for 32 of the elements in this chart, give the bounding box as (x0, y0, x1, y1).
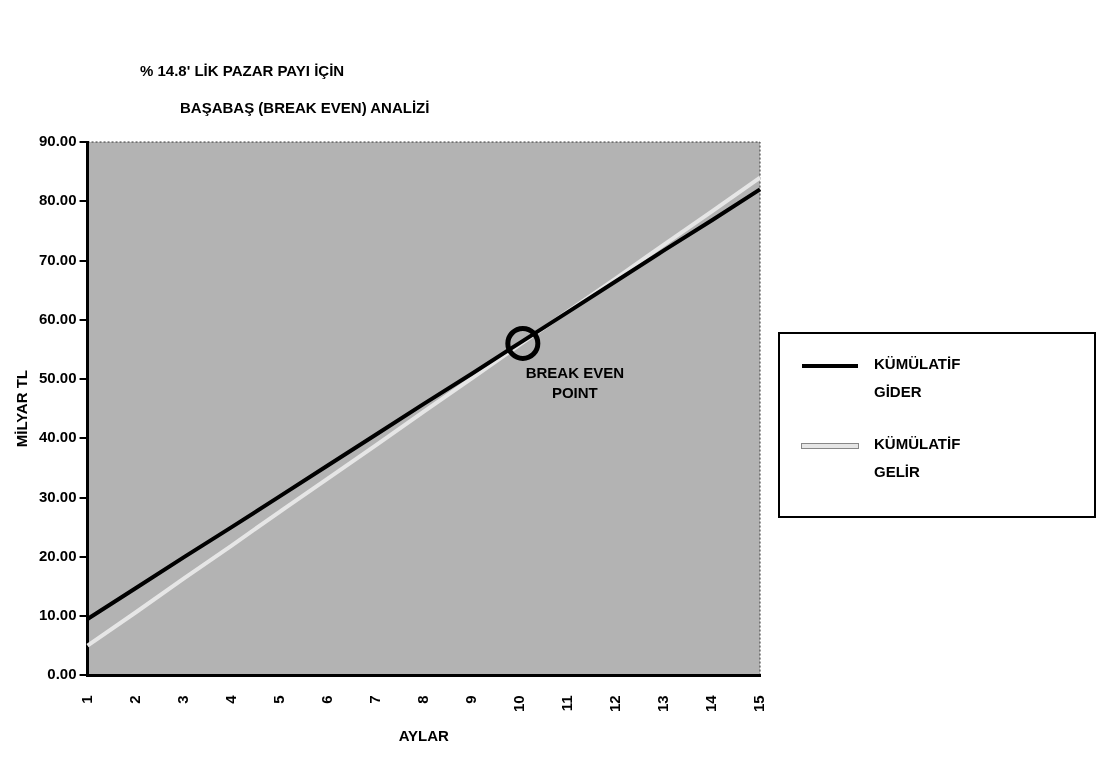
y-tick-label: 90.00 (38, 132, 77, 150)
x-tick-label: 14 (702, 694, 720, 712)
x-tick-label: 11 (558, 695, 576, 712)
x-axis-title: AYLAR (398, 727, 450, 745)
x-tick-label: 15 (750, 695, 768, 712)
x-tick-label: 4 (221, 694, 239, 704)
y-tick-label: 30.00 (38, 487, 77, 505)
chart-subtitle: BAŞABAŞ (BREAK EVEN) ANALİZİ (179, 99, 430, 116)
x-tick-label: 10 (509, 695, 527, 712)
y-tick-label: 20.00 (38, 546, 77, 564)
x-tick-label: 3 (173, 695, 191, 704)
y-tick-label: 10.00 (38, 606, 77, 624)
y-tick-label: 80.00 (38, 191, 77, 209)
x-tick-label: 2 (125, 695, 143, 704)
x-tick-label: 1 (77, 695, 95, 704)
x-tick-label: 5 (269, 695, 287, 704)
x-tick-label: 7 (365, 695, 383, 704)
chart-title: % 14.8' LİK PAZAR PAYI İÇİN (140, 62, 346, 79)
y-tick-label: 40.00 (38, 428, 77, 446)
y-tick-label: 0.00 (47, 665, 77, 683)
annotation: BREAK EVEN POINT (525, 364, 625, 402)
x-tick-label: 12 (606, 695, 624, 712)
x-tick-label: 13 (654, 695, 672, 712)
legend-label: KÜMÜLATİF GELİR (874, 434, 962, 482)
x-tick-label: 6 (317, 695, 335, 704)
y-axis-title: MİLYAR TL (13, 370, 31, 448)
legend-label: KÜMÜLATİF GİDER (874, 354, 962, 402)
x-tick-label: 9 (461, 695, 479, 704)
y-tick-label: 50.00 (38, 369, 77, 387)
y-tick-label: 60.00 (38, 309, 77, 327)
y-tick-label: 70.00 (38, 250, 77, 268)
x-tick-label: 8 (413, 695, 431, 704)
